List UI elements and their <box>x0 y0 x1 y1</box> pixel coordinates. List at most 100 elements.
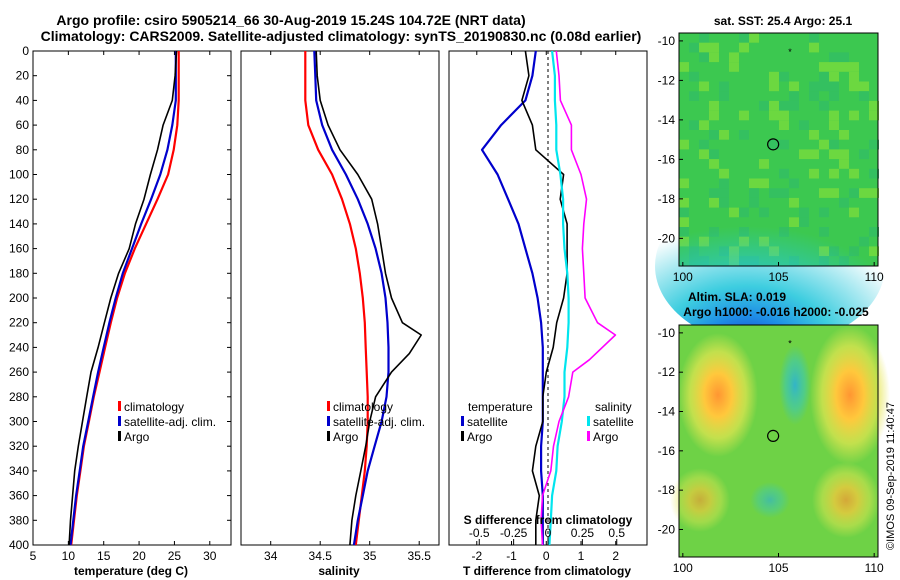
sst-cell <box>819 188 829 198</box>
sst-cell <box>789 178 799 189</box>
x-tick-label: 30 <box>203 549 217 563</box>
sst-cell <box>809 81 819 92</box>
sst-cell <box>739 110 749 121</box>
title-line-1: Argo profile: csiro 5905214_66 30-Aug-20… <box>56 12 525 28</box>
salinity-axis-label: salinity <box>318 564 360 578</box>
imos-credit: ©IMOS 09-Sep-2019 11:40:47 <box>885 402 897 550</box>
sst-cell <box>829 188 839 198</box>
sst-cell <box>709 188 719 198</box>
legend-climatology: climatology <box>124 400 184 414</box>
sst-cell <box>869 100 879 111</box>
sst-cell <box>869 227 879 237</box>
series-line-temperature-satellite <box>480 50 544 545</box>
sst-cell <box>709 42 719 53</box>
sst-cell <box>699 120 709 130</box>
sst-cell <box>699 33 709 43</box>
x-tick-label: 25 <box>168 549 182 563</box>
sst-cell <box>689 91 699 101</box>
sst-cell <box>829 52 839 63</box>
sst-cell <box>709 100 719 111</box>
series-line-temperature-argo <box>521 50 568 545</box>
legend-swatch-satellite <box>461 416 464 426</box>
sst-cell <box>809 130 819 140</box>
map-y-tick-label: -12 <box>658 73 676 87</box>
sst-cell <box>739 42 749 53</box>
sla-warm-patch-sw <box>670 468 730 532</box>
sst-cell <box>779 100 789 111</box>
star-marker: * <box>788 339 792 349</box>
sla-map-title: Altim. SLA: 0.019 <box>688 290 786 304</box>
legend-temp-argo: Argo <box>467 430 493 444</box>
sst-cell <box>709 52 719 63</box>
legend-argo: Argo <box>333 430 359 444</box>
x-tick-label: 34.5 <box>309 549 333 563</box>
depth-tick-label: 300 <box>9 415 29 429</box>
sst-cell <box>739 33 749 43</box>
map-y-tick-label: -20 <box>658 231 676 245</box>
legend-satellite-adj: satellite-adj. clim. <box>124 415 216 429</box>
depth-tick-label: 360 <box>9 489 29 503</box>
sst-cell <box>679 178 689 189</box>
s-diff-tick-label: -0.25 <box>500 526 528 540</box>
sst-cell <box>799 149 809 160</box>
sst-cell <box>839 197 849 208</box>
sst-cell <box>819 62 829 72</box>
sst-cell <box>689 71 699 82</box>
sst-cell <box>849 188 859 198</box>
depth-tick-label: 180 <box>9 266 29 280</box>
temperature-legend: climatology satellite-adj. clim. Argo <box>118 400 216 444</box>
sst-cell <box>719 130 729 140</box>
sst-cell <box>699 52 709 63</box>
sst-cell <box>829 120 839 130</box>
sst-cell <box>859 81 869 92</box>
map-y-tick-label: -20 <box>658 522 676 536</box>
temperature-lines <box>68 50 180 546</box>
sst-cell <box>689 120 699 130</box>
difference-lines <box>480 50 617 546</box>
legend-climatology: climatology <box>333 400 393 414</box>
sst-cell <box>829 149 839 160</box>
sst-cell <box>859 91 869 101</box>
sst-map: sat. SST: 25.4 Argo: 25.1 100 105 110 -10 -1… <box>655 14 885 346</box>
sst-cell <box>709 130 719 140</box>
legend-swatch-sal-satellite <box>587 416 590 426</box>
sst-cell <box>719 168 729 179</box>
sst-cell <box>719 81 729 92</box>
sst-cell <box>829 71 839 82</box>
sst-cell <box>829 62 839 72</box>
sst-cell <box>829 168 839 179</box>
map-x-tick-label: 110 <box>865 270 884 284</box>
temperature-axis-label: temperature (deg C) <box>74 564 188 578</box>
x-tick-label: 0 <box>543 549 550 563</box>
depth-tick-label: 160 <box>9 242 29 256</box>
legend-salinity-header: salinity <box>595 400 632 414</box>
sst-cell <box>809 33 819 43</box>
sst-cell <box>829 139 839 150</box>
temperature-plot-frame <box>32 50 232 546</box>
depth-tick-label: 340 <box>9 464 29 478</box>
x-tick-label: 2 <box>612 549 619 563</box>
sst-cell <box>709 159 719 169</box>
map-y-tick-label: -16 <box>658 444 676 458</box>
legend-temp-satellite: satellite <box>467 415 508 429</box>
depth-tick-label: 120 <box>9 192 29 206</box>
sst-cell <box>779 120 789 130</box>
map-y-tick-label: -18 <box>658 192 676 206</box>
sst-cell <box>819 139 829 150</box>
map-y-tick-label: -14 <box>658 405 676 419</box>
sst-cell <box>749 33 759 43</box>
sst-cell <box>819 100 829 111</box>
legend-sal-argo: Argo <box>593 430 619 444</box>
legend-swatch-argo <box>118 431 121 441</box>
map-x-tick-label: 105 <box>768 561 788 575</box>
temperature-panel: 5 10 15 20 25 30 0204060801001201401601802002… <box>9 44 647 578</box>
sla-map: Altim. SLA: 0.019 Argo h1000: -0.016 h20… <box>658 290 890 575</box>
sst-map-ticks: 100 105 110 -10 -12 -14 -16 -18 -20 <box>658 34 884 284</box>
map-y-tick-label: -12 <box>658 365 676 379</box>
depth-tick-label: 40 <box>16 93 30 107</box>
difference-legend-right: salinity satellite Argo <box>587 400 634 444</box>
x-tick-label: 34 <box>264 549 278 563</box>
sla-warm-patch-south <box>812 462 880 538</box>
salinity-x-ticks: 34 34.5 35 35.5 <box>264 51 431 563</box>
sst-cell <box>699 149 709 160</box>
